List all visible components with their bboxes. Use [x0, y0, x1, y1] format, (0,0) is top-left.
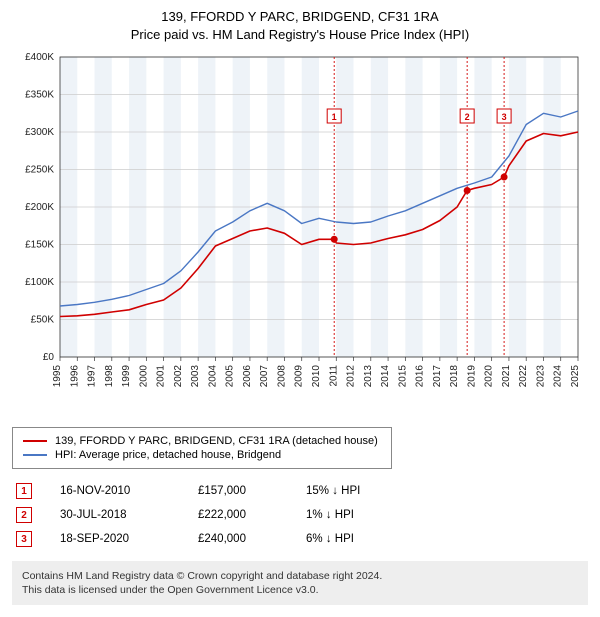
svg-text:£400K: £400K	[25, 52, 54, 63]
svg-text:£250K: £250K	[25, 165, 54, 176]
svg-text:2014: 2014	[380, 365, 391, 388]
svg-text:2019: 2019	[466, 365, 477, 388]
table-row: 1 16-NOV-2010 £157,000 15% ↓ HPI	[12, 479, 588, 503]
svg-text:2002: 2002	[173, 365, 184, 388]
title-line-1: 139, FFORDD Y PARC, BRIDGEND, CF31 1RA	[12, 8, 588, 26]
svg-text:2018: 2018	[449, 365, 460, 388]
chart-svg: £0 £50K £100K £150K £200K £250K £300K £350K £400…	[12, 49, 588, 419]
sale-date: 30-JUL-2018	[60, 509, 170, 521]
svg-text:2003: 2003	[190, 365, 201, 388]
svg-text:2025: 2025	[570, 365, 581, 388]
svg-text:£0: £0	[43, 352, 55, 363]
footer-line-1: Contains HM Land Registry data © Crown c…	[22, 569, 578, 583]
svg-text:£300K: £300K	[25, 127, 54, 138]
svg-text:2012: 2012	[346, 365, 357, 388]
svg-text:£100K: £100K	[25, 277, 54, 288]
title-line-2: Price paid vs. HM Land Registry's House …	[12, 26, 588, 44]
svg-text:2006: 2006	[242, 365, 253, 388]
sale-date: 16-NOV-2010	[60, 485, 170, 497]
svg-text:2021: 2021	[501, 365, 512, 388]
legend: 139, FFORDD Y PARC, BRIDGEND, CF31 1RA (…	[12, 427, 392, 469]
legend-label: 139, FFORDD Y PARC, BRIDGEND, CF31 1RA (…	[55, 435, 378, 447]
price-chart: £0 £50K £100K £150K £200K £250K £300K £350K £400…	[12, 49, 588, 419]
svg-text:2: 2	[465, 112, 470, 122]
svg-text:1998: 1998	[104, 365, 115, 388]
chart-title: 139, FFORDD Y PARC, BRIDGEND, CF31 1RA P…	[12, 8, 588, 43]
legend-item-property: 139, FFORDD Y PARC, BRIDGEND, CF31 1RA (…	[23, 434, 381, 448]
svg-text:2016: 2016	[415, 365, 426, 388]
table-row: 2 30-JUL-2018 £222,000 1% ↓ HPI	[12, 503, 588, 527]
svg-text:£200K: £200K	[25, 202, 54, 213]
legend-swatch	[23, 454, 47, 456]
svg-text:2011: 2011	[328, 365, 339, 387]
legend-item-hpi: HPI: Average price, detached house, Brid…	[23, 448, 381, 462]
svg-text:2022: 2022	[518, 365, 529, 388]
svg-text:2005: 2005	[225, 365, 236, 388]
sales-table: 1 16-NOV-2010 £157,000 15% ↓ HPI 2 30-JU…	[12, 479, 588, 551]
svg-text:2015: 2015	[397, 365, 408, 388]
svg-text:2010: 2010	[311, 365, 322, 388]
footer-attribution: Contains HM Land Registry data © Crown c…	[12, 561, 588, 605]
chart-container: 139, FFORDD Y PARC, BRIDGEND, CF31 1RA P…	[0, 0, 600, 617]
svg-text:2013: 2013	[363, 365, 374, 388]
svg-text:£350K: £350K	[25, 90, 54, 101]
svg-text:3: 3	[502, 112, 507, 122]
svg-text:£50K: £50K	[31, 315, 55, 326]
svg-text:2023: 2023	[535, 365, 546, 388]
sale-date: 18-SEP-2020	[60, 533, 170, 545]
sale-marker-icon: 1	[16, 483, 32, 499]
svg-text:2008: 2008	[276, 365, 287, 388]
sale-price: £157,000	[198, 485, 278, 497]
sale-marker-icon: 2	[16, 507, 32, 523]
svg-text:1999: 1999	[121, 365, 132, 388]
svg-text:1995: 1995	[52, 365, 63, 388]
svg-text:2001: 2001	[156, 365, 167, 388]
svg-text:1: 1	[332, 112, 337, 122]
svg-text:2000: 2000	[138, 365, 149, 388]
sale-hpi-delta: 1% ↓ HPI	[306, 509, 396, 521]
table-row: 3 18-SEP-2020 £240,000 6% ↓ HPI	[12, 527, 588, 551]
sale-hpi-delta: 15% ↓ HPI	[306, 485, 396, 497]
svg-text:£150K: £150K	[25, 240, 54, 251]
svg-text:2009: 2009	[294, 365, 305, 388]
svg-text:2020: 2020	[484, 365, 495, 388]
svg-text:1997: 1997	[87, 365, 98, 388]
sale-price: £222,000	[198, 509, 278, 521]
sale-hpi-delta: 6% ↓ HPI	[306, 533, 396, 545]
sale-price: £240,000	[198, 533, 278, 545]
sale-marker-icon: 3	[16, 531, 32, 547]
svg-text:1996: 1996	[69, 365, 80, 388]
svg-text:2024: 2024	[553, 365, 564, 388]
svg-text:2017: 2017	[432, 365, 443, 388]
svg-text:2007: 2007	[259, 365, 270, 388]
svg-text:2004: 2004	[207, 365, 218, 388]
legend-swatch	[23, 440, 47, 442]
footer-line-2: This data is licensed under the Open Gov…	[22, 583, 578, 597]
legend-label: HPI: Average price, detached house, Brid…	[55, 449, 281, 461]
